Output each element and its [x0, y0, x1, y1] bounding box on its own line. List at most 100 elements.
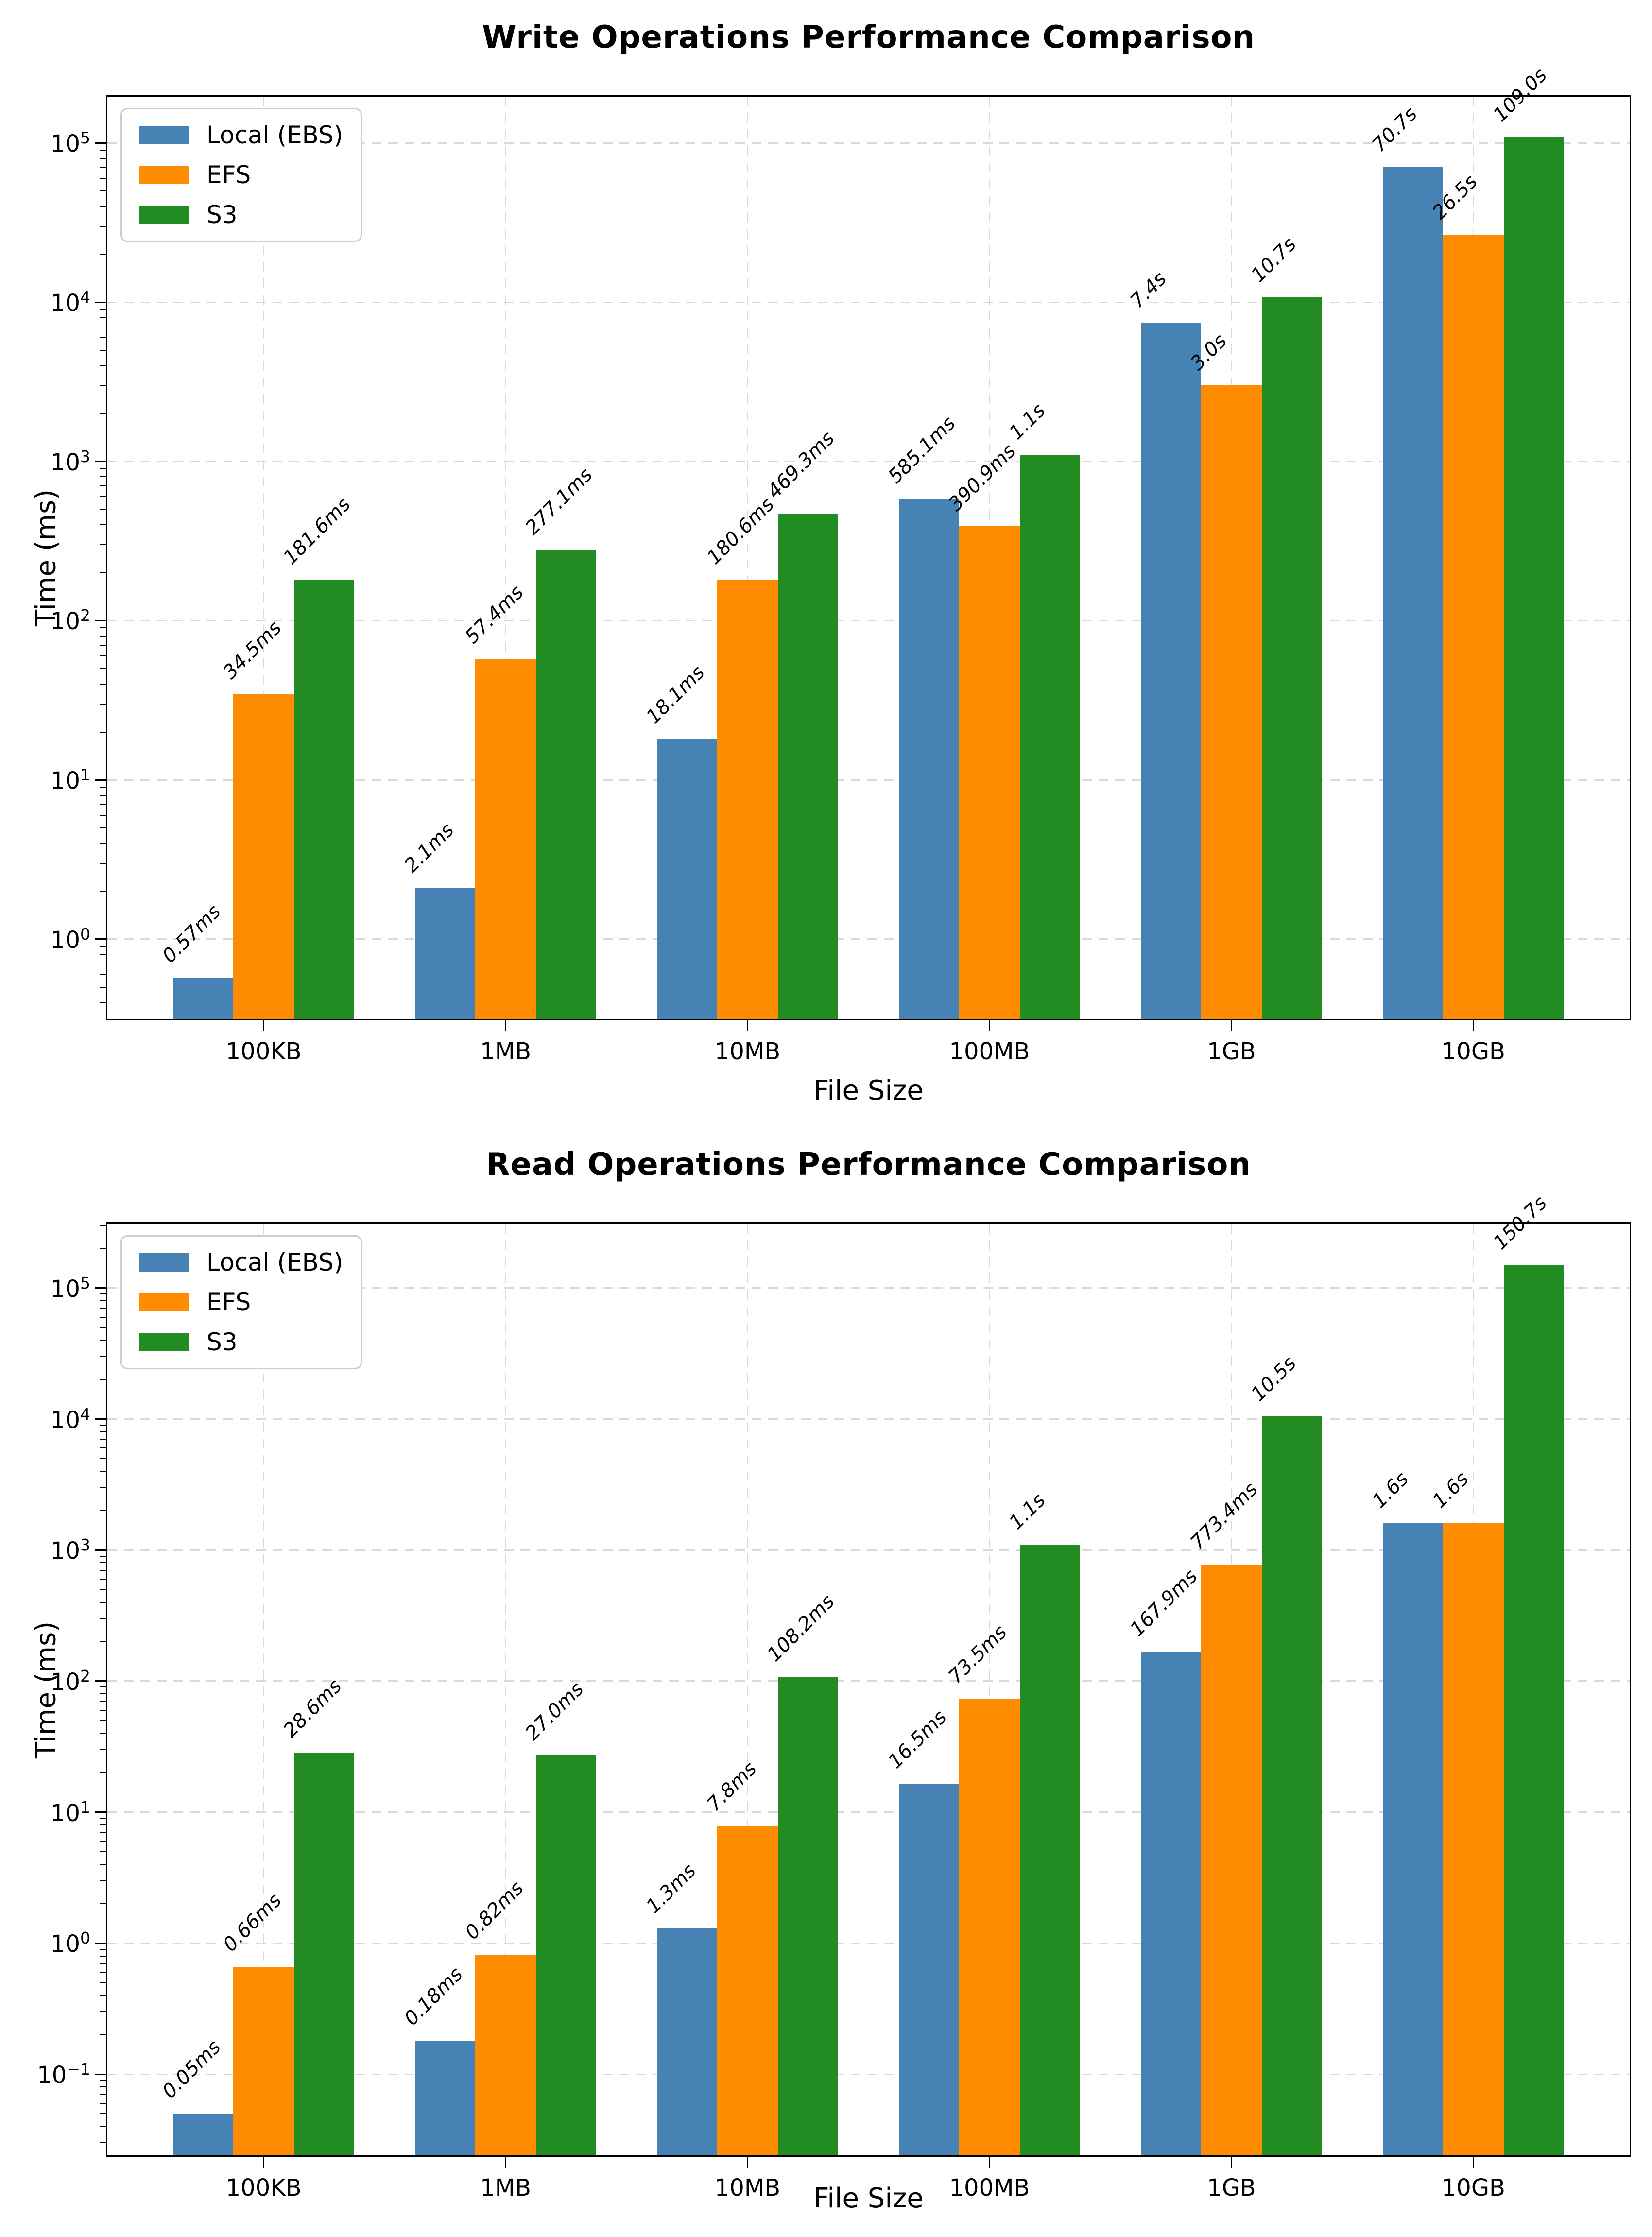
y-minor-tick-mark — [100, 509, 106, 510]
bar-s3 — [535, 1755, 597, 2155]
bar-efs — [1201, 385, 1262, 1019]
legend-swatch — [139, 206, 189, 224]
gridline — [988, 1224, 990, 2155]
x-tick-label: 1GB — [1207, 2174, 1256, 2202]
y-tick-label: 10−1 — [37, 2060, 90, 2089]
y-minor-tick-mark — [100, 1379, 106, 1380]
x-tick-mark — [1472, 2157, 1474, 2168]
y-minor-tick-mark — [100, 2034, 106, 2035]
y-major-tick-mark — [95, 619, 106, 621]
y-minor-tick-mark — [100, 986, 106, 988]
y-minor-tick-mark — [100, 1340, 106, 1341]
bar-local-ebs — [1140, 1652, 1202, 2155]
gridline — [505, 1224, 507, 2155]
gridline — [505, 97, 507, 1019]
gridline — [107, 938, 1630, 940]
y-minor-tick-mark — [100, 1693, 106, 1695]
y-minor-tick-mark — [100, 1579, 106, 1580]
y-major-tick-mark — [95, 938, 106, 940]
y-minor-tick-mark — [100, 1864, 106, 1865]
x-tick-mark — [1230, 2157, 1232, 2168]
y-minor-tick-mark — [100, 668, 106, 670]
y-minor-tick-mark — [100, 1570, 106, 1571]
y-minor-tick-mark — [100, 1709, 106, 1711]
y-minor-tick-mark — [100, 2011, 106, 2013]
y-minor-tick-mark — [100, 572, 106, 573]
bar-efs — [475, 659, 536, 1019]
write-x-axis-label: File Size — [813, 1075, 924, 1106]
legend-item: Local (EBS) — [139, 1250, 343, 1274]
y-minor-tick-mark — [100, 2126, 106, 2127]
y-minor-tick-mark — [100, 731, 106, 733]
y-minor-tick-mark — [100, 158, 106, 159]
y-minor-tick-mark — [100, 1447, 106, 1449]
y-minor-tick-mark — [100, 636, 106, 637]
y-minor-tick-mark — [100, 1618, 106, 1619]
legend-item: S3 — [139, 203, 343, 227]
bar-local-ebs — [1382, 167, 1444, 1019]
y-minor-tick-mark — [100, 167, 106, 169]
write-chart-title: Write Operations Performance Comparison — [482, 19, 1256, 55]
bar-efs — [233, 1967, 294, 2155]
bar-s3 — [293, 1752, 355, 2155]
y-minor-tick-mark — [100, 2086, 106, 2088]
y-minor-tick-mark — [100, 1995, 106, 1996]
x-tick-mark — [1472, 1020, 1474, 1031]
y-major-tick-mark — [95, 2073, 106, 2075]
y-minor-tick-mark — [100, 413, 106, 414]
read-legend: Local (EBS) EFS S3 — [120, 1235, 362, 1369]
legend-item: EFS — [139, 163, 343, 187]
y-major-tick-mark — [95, 779, 106, 781]
bar-s3 — [1019, 455, 1081, 1019]
bar-efs — [959, 1699, 1020, 2155]
y-minor-tick-mark — [100, 1720, 106, 1721]
y-minor-tick-mark — [100, 2080, 106, 2081]
y-minor-tick-mark — [100, 1248, 106, 1249]
y-minor-tick-mark — [100, 1948, 106, 1950]
y-tick-label: 105 — [50, 128, 90, 158]
gridline — [107, 1549, 1630, 1551]
bar-s3 — [535, 550, 597, 1019]
y-minor-tick-mark — [100, 1841, 106, 1842]
bar-s3 — [1503, 1264, 1565, 2155]
legend-swatch — [139, 1293, 189, 1311]
x-tick-label: 100KB — [225, 1038, 302, 1065]
gridline — [747, 97, 749, 1019]
y-minor-tick-mark — [100, 1601, 106, 1603]
gridline — [263, 97, 265, 1019]
y-minor-tick-mark — [100, 190, 106, 191]
x-tick-label: 1MB — [480, 2174, 532, 2202]
bar-local-ebs — [172, 978, 234, 1019]
bar-s3 — [1503, 137, 1565, 1019]
legend-swatch — [139, 1333, 189, 1351]
y-minor-tick-mark — [100, 1458, 106, 1459]
gridline — [747, 1224, 749, 2155]
y-major-tick-mark — [95, 1942, 106, 1944]
y-major-tick-mark — [95, 1549, 106, 1551]
y-major-tick-mark — [95, 142, 106, 144]
y-minor-tick-mark — [100, 1749, 106, 1750]
bar-efs — [475, 1954, 536, 2155]
x-tick-mark — [747, 1020, 749, 1031]
y-tick-label: 101 — [50, 1797, 90, 1827]
gridline — [107, 1811, 1630, 1813]
read-chart-title: Read Operations Performance Comparison — [486, 1147, 1251, 1183]
y-minor-tick-mark — [100, 891, 106, 892]
gridline — [107, 301, 1630, 303]
y-minor-tick-mark — [100, 524, 106, 526]
y-minor-tick-mark — [100, 627, 106, 629]
bar-efs — [233, 694, 294, 1019]
y-minor-tick-mark — [100, 317, 106, 318]
y-minor-tick-mark — [100, 1439, 106, 1440]
y-minor-tick-mark — [100, 645, 106, 646]
y-minor-tick-mark — [100, 365, 106, 366]
legend-swatch — [139, 126, 189, 144]
y-minor-tick-mark — [100, 544, 106, 546]
y-minor-tick-mark — [100, 1963, 106, 1964]
x-tick-label: 10GB — [1441, 2174, 1505, 2202]
bar-local-ebs — [1382, 1523, 1444, 2155]
y-tick-label: 102 — [50, 1666, 90, 1696]
y-minor-tick-mark — [100, 1308, 106, 1309]
bar-efs — [717, 580, 778, 1019]
y-major-tick-mark — [95, 301, 106, 303]
